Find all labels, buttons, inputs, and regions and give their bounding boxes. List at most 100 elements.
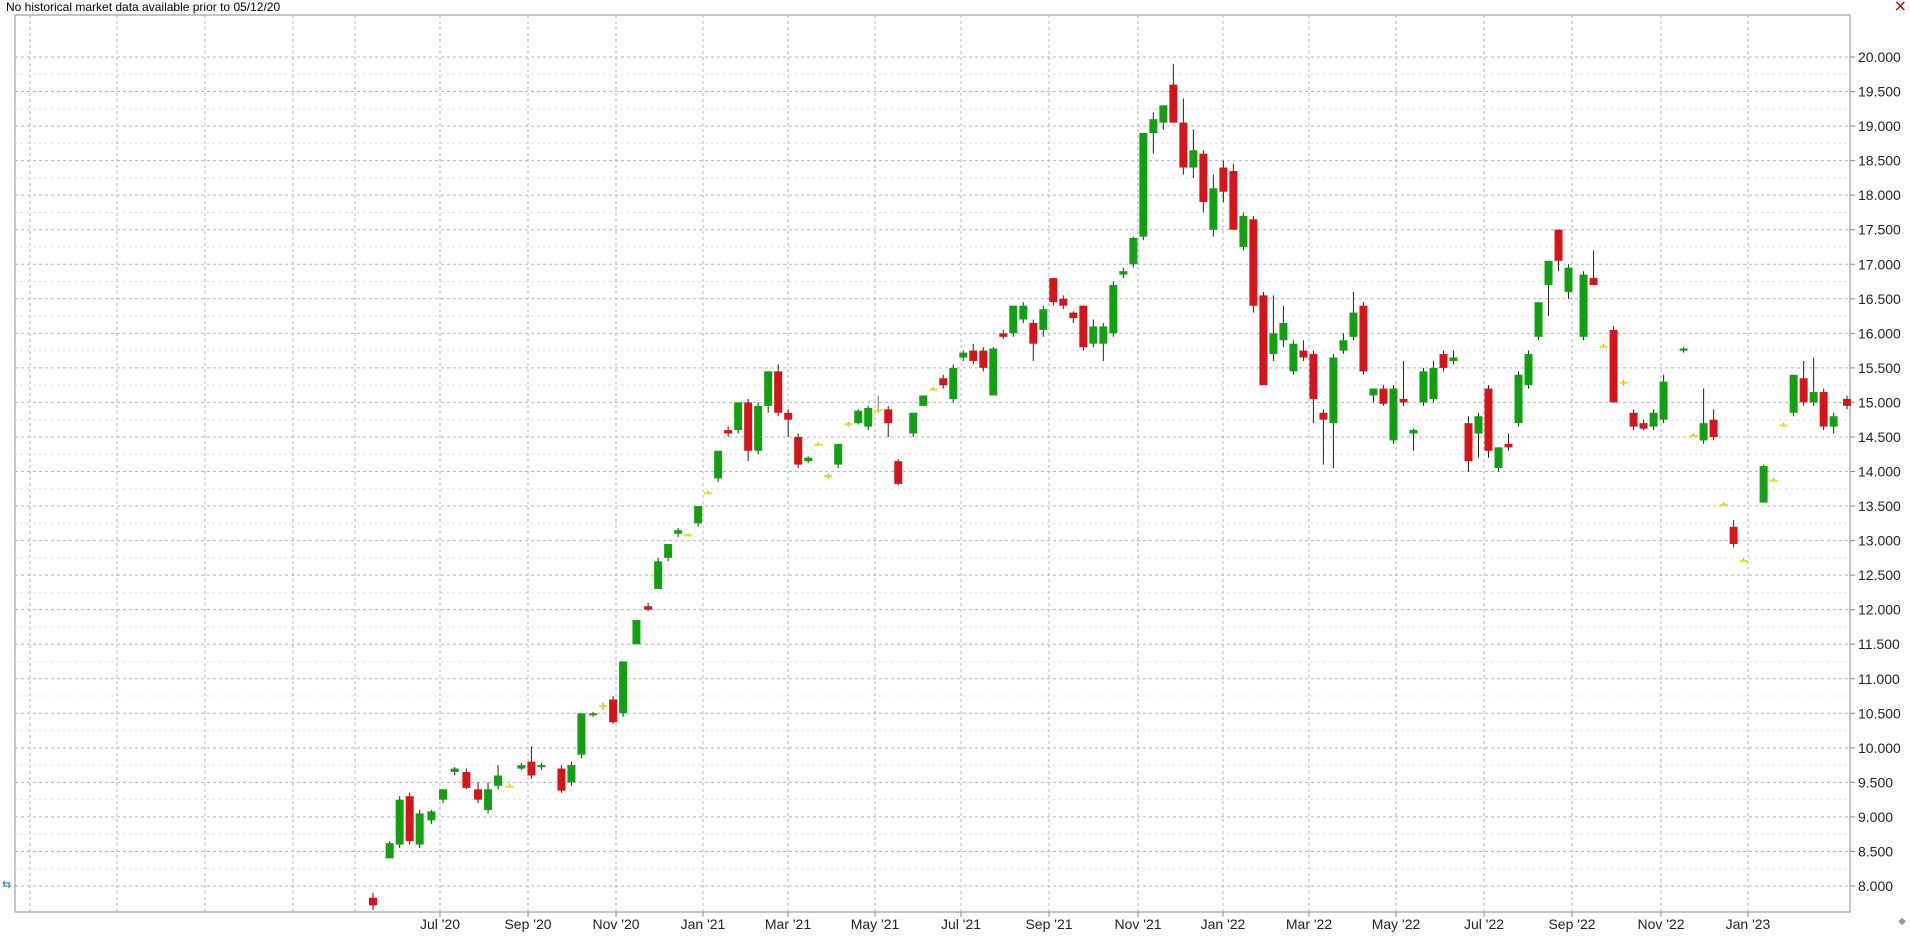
candle[interactable] [814, 442, 823, 446]
candle[interactable] [1819, 388, 1828, 431]
candle[interactable] [1079, 305, 1088, 351]
candle[interactable] [684, 533, 693, 537]
candle[interactable] [1494, 447, 1503, 472]
candle[interactable] [589, 711, 598, 717]
candle[interactable] [1484, 385, 1493, 458]
candle[interactable] [439, 789, 448, 804]
close-icon[interactable]: × [1893, 0, 1907, 15]
candle[interactable] [1799, 360, 1808, 406]
candle[interactable] [1619, 380, 1628, 386]
candle[interactable] [1119, 267, 1128, 279]
candle[interactable] [1769, 478, 1778, 482]
candle[interactable] [1069, 311, 1078, 323]
candle[interactable] [1369, 388, 1378, 403]
candle[interactable] [664, 544, 673, 562]
candle[interactable] [1829, 412, 1838, 434]
candle[interactable] [1359, 302, 1368, 375]
candle[interactable] [1449, 350, 1458, 365]
candle[interactable] [1239, 212, 1248, 251]
candle[interactable] [774, 364, 783, 417]
candle[interactable] [505, 784, 514, 788]
candle[interactable] [784, 409, 793, 437]
candle[interactable] [1379, 385, 1388, 406]
candle[interactable] [1149, 112, 1158, 154]
candle[interactable] [1269, 295, 1278, 361]
candle[interactable] [385, 841, 394, 859]
candle[interactable] [884, 405, 893, 437]
candle[interactable] [704, 490, 713, 495]
candle[interactable] [674, 528, 683, 538]
candle[interactable] [415, 810, 424, 849]
candle[interactable] [1699, 388, 1708, 444]
candle[interactable] [794, 433, 803, 469]
candle[interactable] [804, 456, 813, 464]
candle[interactable] [1729, 519, 1738, 548]
candle[interactable] [369, 892, 377, 911]
candle[interactable] [854, 409, 863, 425]
candle[interactable] [1739, 558, 1748, 562]
candle[interactable] [929, 387, 938, 391]
candle[interactable] [1544, 260, 1553, 317]
candle[interactable] [1229, 164, 1238, 230]
resize-corner-icon[interactable]: ◆ [1898, 916, 1906, 927]
candle[interactable] [1029, 319, 1038, 361]
candle[interactable] [989, 347, 998, 396]
candle[interactable] [405, 792, 414, 845]
candle[interactable] [1189, 129, 1198, 178]
candle[interactable] [959, 350, 968, 361]
candle[interactable] [1419, 367, 1428, 406]
candle[interactable] [1554, 229, 1563, 272]
candle[interactable] [1299, 340, 1308, 361]
candle[interactable] [909, 412, 918, 437]
candle[interactable] [1504, 433, 1513, 451]
candle[interactable] [1009, 305, 1018, 337]
candle[interactable] [1789, 374, 1798, 417]
candle[interactable] [1464, 416, 1473, 472]
candle[interactable] [1039, 305, 1048, 337]
candle[interactable] [1199, 150, 1208, 213]
candle[interactable] [1639, 419, 1648, 431]
candle[interactable] [949, 364, 958, 403]
candle[interactable] [599, 702, 608, 710]
candle[interactable] [1159, 105, 1168, 130]
candle[interactable] [894, 459, 903, 486]
candle[interactable] [844, 421, 853, 427]
candle[interactable] [1389, 385, 1398, 444]
candle[interactable] [537, 763, 546, 770]
candle[interactable] [1289, 340, 1298, 375]
candle[interactable] [864, 405, 873, 431]
candle[interactable] [494, 765, 503, 790]
candle[interactable] [1719, 502, 1728, 506]
candle[interactable] [1219, 160, 1228, 203]
candle[interactable] [764, 371, 773, 413]
candle[interactable] [1589, 250, 1598, 285]
candle[interactable] [567, 761, 576, 786]
candle[interactable] [1279, 305, 1288, 348]
candle[interactable] [744, 398, 753, 462]
candle[interactable] [1169, 63, 1178, 123]
candle[interactable] [1524, 350, 1533, 389]
candle[interactable] [1474, 412, 1483, 458]
candle[interactable] [1179, 98, 1188, 175]
candle[interactable] [1514, 371, 1523, 427]
candle[interactable] [1409, 428, 1418, 451]
candle[interactable] [1439, 350, 1448, 372]
candle[interactable] [557, 765, 566, 793]
candle[interactable] [474, 782, 483, 804]
candle[interactable] [1779, 423, 1788, 427]
candle[interactable] [527, 746, 536, 779]
candle[interactable] [1759, 464, 1768, 503]
candle[interactable] [450, 767, 459, 776]
candle[interactable] [484, 782, 493, 814]
candle[interactable] [834, 443, 843, 469]
candle[interactable] [824, 473, 833, 479]
candle[interactable] [609, 696, 618, 724]
candle[interactable] [1319, 409, 1328, 465]
candle[interactable] [1089, 319, 1098, 348]
candle[interactable] [1019, 302, 1028, 323]
candle[interactable] [1609, 326, 1618, 403]
candle[interactable] [427, 810, 436, 824]
candle[interactable] [1429, 360, 1438, 403]
candle[interactable] [1534, 302, 1543, 341]
candle[interactable] [654, 557, 663, 589]
